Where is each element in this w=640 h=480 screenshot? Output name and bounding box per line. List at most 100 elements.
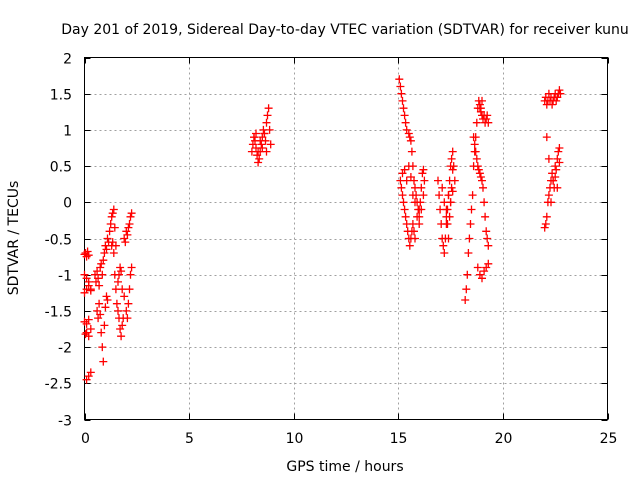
- data-point: [542, 212, 551, 221]
- data-point: [98, 343, 107, 352]
- data-point: [551, 162, 560, 171]
- data-point: [99, 357, 108, 366]
- data-point: [552, 96, 561, 105]
- data-point: [96, 310, 105, 319]
- data-point: [478, 274, 486, 283]
- data-point: [448, 147, 457, 156]
- plot-frame: [84, 57, 608, 420]
- data-point: [468, 191, 477, 200]
- data-point: [462, 285, 471, 294]
- x-axis-label: GPS time / hours: [286, 459, 403, 475]
- data-point: [400, 205, 409, 214]
- y-tick-label: 1.5: [50, 88, 72, 104]
- data-point: [475, 270, 484, 279]
- data-point: [482, 263, 491, 272]
- data-point: [442, 212, 451, 221]
- data-point: [84, 315, 93, 324]
- data-point: [112, 299, 121, 308]
- data-point: [407, 147, 416, 156]
- x-tick-label: 10: [286, 431, 304, 447]
- data-point: [86, 286, 95, 295]
- data-point: [405, 133, 414, 142]
- data-point: [84, 281, 93, 290]
- data-point: [114, 306, 122, 315]
- data-point: [115, 270, 123, 279]
- data-point: [474, 165, 483, 174]
- y-tick-label: -1.5: [45, 305, 72, 321]
- data-point: [100, 321, 109, 330]
- data-point: [263, 111, 272, 120]
- data-point: [402, 125, 411, 134]
- y-tick-label: -1: [58, 269, 72, 285]
- data-point: [97, 328, 106, 337]
- data-point: [461, 296, 470, 304]
- data-point: [411, 234, 419, 243]
- data-point: [439, 241, 448, 250]
- data-point: [555, 86, 564, 95]
- data-point: [107, 212, 116, 221]
- data-point: [440, 249, 449, 257]
- data-point: [480, 267, 489, 276]
- data-point: [82, 328, 91, 337]
- axis-ticks: [84, 57, 609, 421]
- data-point: [481, 212, 490, 221]
- data-point: [476, 173, 485, 181]
- data-point: [109, 249, 118, 257]
- data-point: [483, 234, 492, 243]
- data-point: [446, 198, 455, 207]
- y-tick-label: 0: [63, 196, 72, 212]
- data-point: [541, 220, 550, 228]
- data-point: [544, 191, 553, 200]
- data-point: [478, 96, 486, 105]
- data-point: [435, 191, 444, 200]
- data-point: [257, 140, 266, 149]
- data-point: [124, 223, 133, 232]
- data-point: [122, 227, 131, 236]
- data-point: [254, 147, 263, 156]
- data-point: [101, 303, 110, 312]
- data-point: [419, 191, 428, 200]
- x-tick-label: 20: [495, 431, 513, 447]
- data-point: [442, 205, 451, 214]
- data-point: [266, 140, 275, 149]
- data-point: [123, 314, 132, 323]
- data-point: [547, 198, 555, 207]
- data-point: [256, 136, 265, 145]
- data-point: [103, 234, 112, 243]
- data-point: [484, 118, 493, 127]
- data-point: [472, 118, 481, 127]
- data-point: [254, 158, 263, 167]
- data-point: [482, 227, 491, 236]
- data-point: [553, 154, 562, 163]
- data-point: [107, 241, 116, 250]
- data-point: [472, 154, 481, 163]
- x-tick-labels: 0 5 10 15 20 25: [81, 431, 617, 447]
- data-point: [475, 104, 484, 113]
- data-point: [126, 270, 135, 279]
- data-point: [86, 325, 95, 333]
- y-tick-labels: -3 -2.5 -2 -1.5 -1 -0.5 0 0.5 1 1.5 2: [45, 52, 72, 430]
- data-point: [438, 183, 447, 192]
- data-point: [265, 125, 274, 134]
- data-point: [127, 209, 136, 218]
- data-point: [94, 314, 103, 323]
- data-point: [463, 270, 472, 279]
- data-point: [108, 238, 117, 247]
- data-point: [415, 220, 424, 228]
- data-point: [396, 82, 405, 91]
- y-tick-label: 0.5: [50, 160, 72, 176]
- data-point: [82, 375, 91, 384]
- data-point: [552, 165, 561, 174]
- gridlines: [84, 57, 608, 420]
- data-point: [479, 183, 487, 192]
- data-point: [467, 205, 476, 214]
- data-point: [86, 368, 95, 377]
- data-point: [554, 147, 563, 156]
- data-point: [126, 212, 135, 221]
- data-point: [443, 220, 452, 228]
- data-point: [82, 285, 91, 294]
- data-point: [553, 183, 562, 192]
- data-point: [114, 277, 122, 286]
- data-point: [484, 259, 493, 268]
